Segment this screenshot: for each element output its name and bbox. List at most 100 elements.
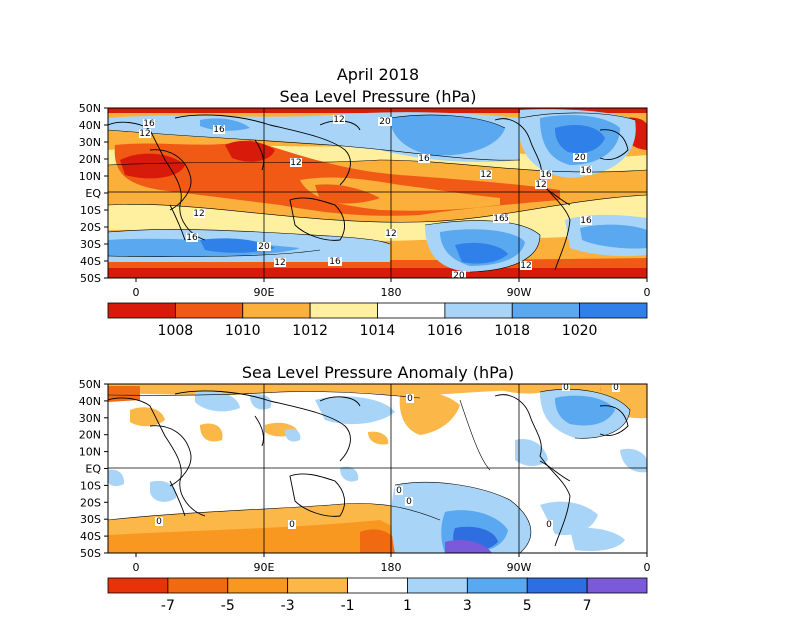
colorbar-label: 1010 — [225, 323, 261, 339]
top-lon-ticks: 0 90E 180 90W 0 — [133, 278, 651, 299]
contour-label: 0 — [156, 517, 162, 527]
top-title-line2: Sea Level Pressure (hPa) — [280, 87, 477, 106]
lat-tick-label: 20S — [80, 496, 101, 509]
colorbar-swatch — [347, 577, 408, 594]
colorbar-label: 1 — [403, 598, 412, 614]
contour-label: 16 — [186, 233, 198, 243]
top-colorbar: 1008 1010 1012 1014 1016 1018 1020 — [107, 302, 648, 339]
colorbar-swatch — [377, 302, 446, 319]
contour-label: 16 — [493, 214, 505, 224]
colorbar-swatch — [407, 577, 468, 594]
contour-label: 16 — [580, 216, 592, 226]
top-lat-ticks: 50N 40N 30N 20N 10N EQ 10S 20S 30S 40S 50S — [79, 102, 108, 285]
lon-tick-label: 0 — [133, 286, 140, 299]
lat-tick-label: 30N — [79, 412, 101, 425]
colorbar-swatch — [174, 302, 244, 319]
contour-label: 12 — [535, 180, 546, 190]
colorbar-swatch — [466, 577, 528, 594]
top-map — [108, 108, 647, 278]
colorbar-swatch — [444, 302, 513, 319]
contour-label: 12 — [193, 209, 204, 219]
lat-tick-label: 30S — [80, 513, 101, 526]
lat-tick-label: 20N — [79, 429, 101, 442]
contour-label: 0 — [563, 383, 569, 393]
lon-tick-label: 90E — [254, 286, 275, 299]
bottom-title: Sea Level Pressure Anomaly (hPa) — [242, 363, 514, 382]
lat-tick-label: 20S — [80, 221, 101, 234]
lon-tick-label: 90W — [507, 286, 532, 299]
lat-tick-label: 40N — [79, 119, 101, 132]
bottom-contour-labels: 0 0 0 0 0 0 0 0 — [155, 382, 620, 530]
colorbar-label: -7 — [161, 598, 175, 614]
colorbar-swatch — [167, 577, 229, 594]
lat-tick-label: 20N — [79, 153, 101, 166]
contour-label: 12 — [520, 261, 531, 271]
colorbar-swatch — [586, 577, 648, 594]
colorbar-label: 1018 — [494, 323, 530, 339]
contour-label: 0 — [407, 394, 413, 404]
contour-label: 20 — [453, 271, 465, 281]
lat-tick-label: 50S — [80, 547, 101, 560]
colorbar-label: -5 — [221, 598, 235, 614]
contour-label: 0 — [546, 520, 552, 530]
lat-tick-label: 40N — [79, 395, 101, 408]
lat-tick-label: 10S — [80, 204, 101, 217]
lon-tick-label: 180 — [381, 286, 402, 299]
top-contour-labels: 12 16 20 16 12 12 16 12 20 16 12 16 16 1… — [139, 115, 592, 281]
contour-label: 0 — [406, 497, 412, 507]
contour-label: 16 — [580, 166, 592, 176]
lat-tick-label: EQ — [85, 463, 101, 476]
bottom-map — [108, 384, 647, 553]
contour-label: 16 — [418, 154, 430, 164]
colorbar-label: -3 — [281, 598, 295, 614]
bottom-lat-ticks: 50N 40N 30N 20N 10N EQ 10S 20S 30S 40S 50S — [79, 378, 108, 560]
lon-tick-label: 180 — [381, 561, 402, 574]
lon-tick-label: 90E — [254, 561, 275, 574]
lat-tick-label: 40S — [80, 530, 101, 543]
bottom-lon-ticks: 0 90E 180 90W 0 — [133, 553, 651, 574]
contour-label: 0 — [613, 383, 619, 393]
colorbar-swatch — [242, 302, 311, 319]
lat-tick-label: 10N — [79, 446, 101, 459]
contour-label: 0 — [396, 486, 402, 496]
contour-label: 20 — [258, 242, 270, 252]
lat-tick-label: 50S — [80, 272, 101, 285]
colorbar-swatch — [107, 577, 169, 594]
contour-label: 12 — [139, 129, 150, 139]
lat-tick-label: 10N — [79, 170, 101, 183]
lat-tick-label: 50N — [79, 102, 101, 115]
lon-tick-label: 0 — [644, 286, 651, 299]
colorbar-label: -1 — [341, 598, 355, 614]
colorbar-swatch — [309, 302, 378, 319]
contour-label: 16 — [540, 170, 552, 180]
lat-tick-label: EQ — [85, 187, 101, 200]
contour-label: 12 — [333, 115, 344, 125]
colorbar-label: 1016 — [427, 323, 463, 339]
contour-label: 20 — [379, 117, 391, 127]
colorbar-label: 5 — [523, 598, 532, 614]
colorbar-swatch — [227, 577, 289, 594]
lat-tick-label: 40S — [80, 255, 101, 268]
lat-tick-label: 30S — [80, 238, 101, 251]
colorbar-swatch — [511, 302, 581, 319]
lat-tick-label: 50N — [79, 378, 101, 391]
colorbar-label: 3 — [463, 598, 472, 614]
colorbar-label: 7 — [583, 598, 592, 614]
lat-tick-label: 10S — [80, 479, 101, 492]
contour-label: 16 — [329, 257, 341, 267]
colorbar-label: 1014 — [360, 323, 396, 339]
contour-label: 16 — [213, 125, 225, 135]
colorbar-label: 1008 — [158, 323, 194, 339]
top-title-line1: April 2018 — [337, 65, 419, 84]
contour-label: 12 — [274, 258, 285, 268]
lat-tick-label: 30N — [79, 136, 101, 149]
contour-label: 16 — [143, 119, 155, 129]
contour-label: 12 — [290, 158, 301, 168]
colorbar-swatch — [579, 302, 648, 319]
lon-tick-label: 90W — [507, 561, 532, 574]
contour-label: 12 — [480, 170, 491, 180]
colorbar-swatch — [287, 577, 348, 594]
colorbar-swatch — [526, 577, 588, 594]
contour-label: 12 — [385, 229, 396, 239]
